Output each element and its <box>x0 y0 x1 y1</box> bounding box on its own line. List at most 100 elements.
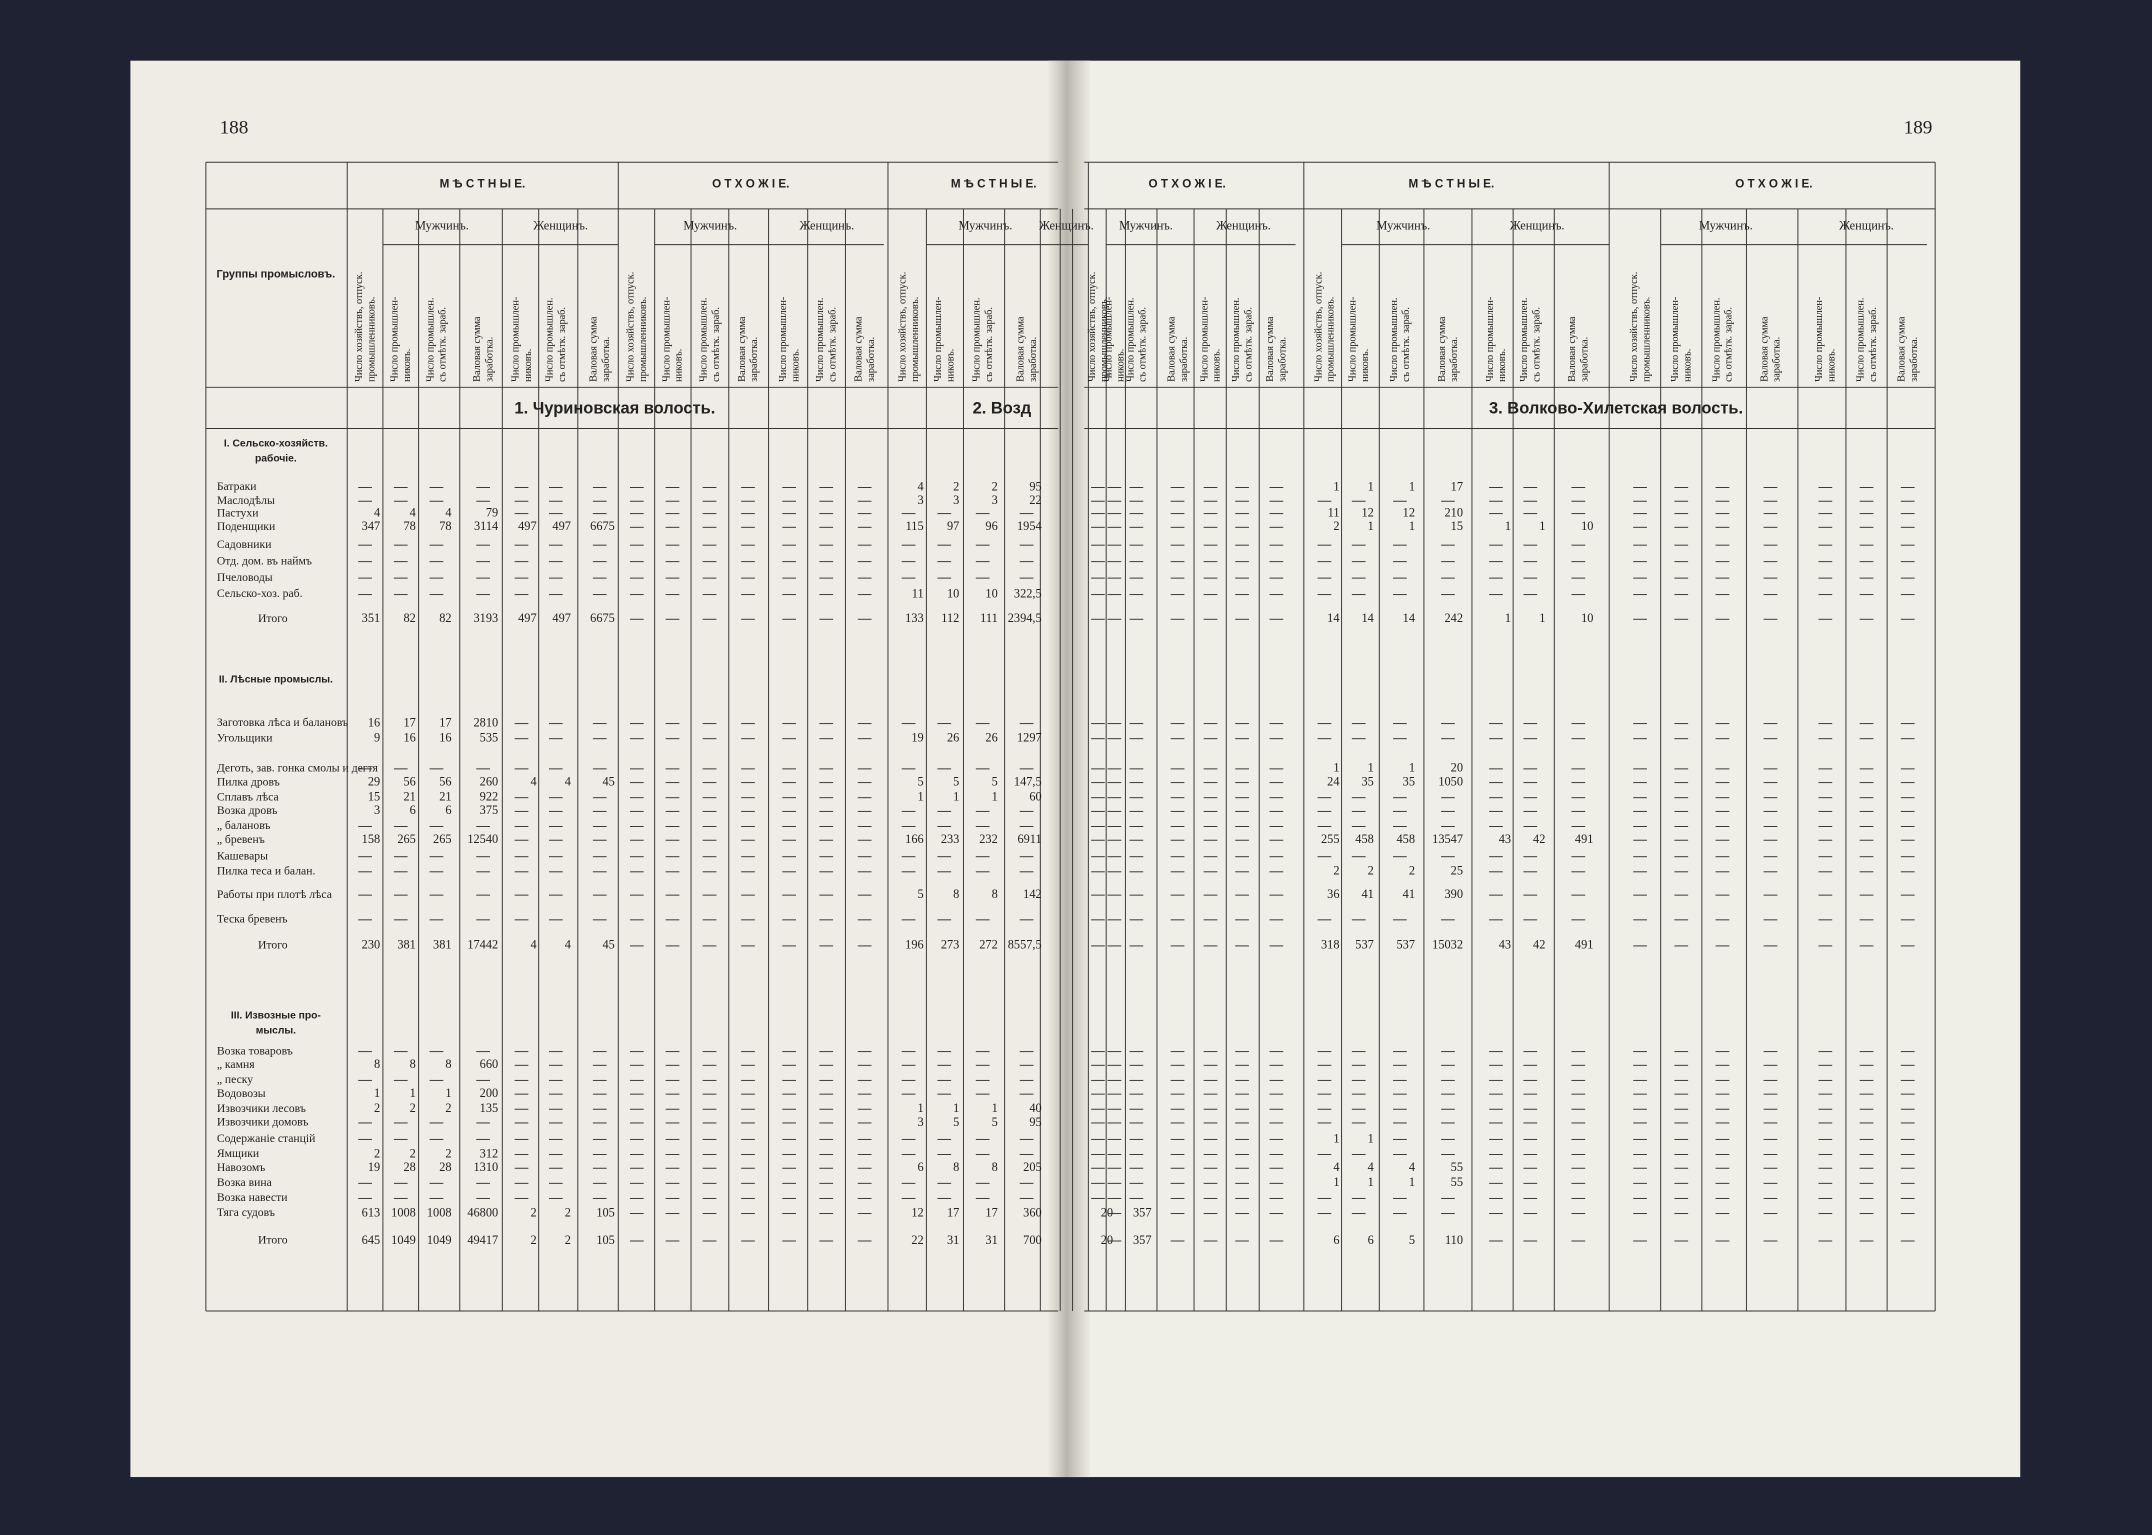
cell-value: 78 <box>439 519 451 533</box>
cell-value: 360 <box>1023 1205 1042 1219</box>
sex-header: Женщинъ. <box>1039 219 1094 233</box>
column-header: никовъ. <box>402 349 413 382</box>
row-label: Извозчики домовъ <box>217 1116 309 1129</box>
cell-value: 381 <box>397 938 416 952</box>
column-header: Число промышлен. <box>1231 298 1242 382</box>
cell-value: 8 <box>992 1160 998 1174</box>
cell-value: 31 <box>947 1233 959 1247</box>
column-header: промышленниковъ. <box>1099 297 1110 382</box>
cell-value: 196 <box>905 938 924 952</box>
cell-value: 210 <box>1445 505 1464 519</box>
cell-value: 1049 <box>427 1233 452 1247</box>
column-header: никовъ. <box>945 349 956 382</box>
cell-value: 133 <box>905 611 924 625</box>
cell-value: 6911 <box>1017 832 1041 846</box>
cell-value: 205 <box>1023 1160 1042 1174</box>
sex-header: Мужчинъ. <box>415 219 469 233</box>
cell-value: 1 <box>917 1101 923 1115</box>
cell-value: 10 <box>947 586 959 600</box>
column-header: заработка. <box>1028 337 1039 382</box>
cell-value: 3 <box>992 493 998 507</box>
cell-value: 79 <box>486 505 498 519</box>
row-label: „ камня <box>217 1058 255 1071</box>
column-header: Число промышлен. <box>815 298 826 382</box>
cell-value: 1 <box>1409 761 1415 775</box>
row-label: Угольщики <box>217 731 273 744</box>
cell-value: 1 <box>992 1101 998 1115</box>
column-header: съ отмѣтк. зараб. <box>1868 307 1879 382</box>
cell-value: 491 <box>1575 938 1594 952</box>
cell-value: 1954 <box>1017 519 1042 533</box>
cell-value: 2 <box>445 1146 451 1160</box>
cell-value: 347 <box>362 519 381 533</box>
cell-value: 700 <box>1023 1233 1042 1247</box>
column-header: Валовая сумма <box>472 316 483 382</box>
column-header: заработка. <box>484 337 495 382</box>
row-label: Кашевары <box>217 849 268 862</box>
column-header: заработка. <box>601 337 612 382</box>
column-header: съ отмѣтк. зараб. <box>1724 307 1735 382</box>
cell-value: 6 <box>445 803 451 817</box>
cell-value: 41 <box>1403 887 1415 901</box>
cell-value: 3193 <box>474 611 499 625</box>
cell-value: 1 <box>1333 761 1339 775</box>
cell-value: 135 <box>480 1101 499 1115</box>
cell-value: 4 <box>565 938 571 952</box>
cell-value: 35 <box>1361 774 1373 788</box>
group-title: М Ѣ С Т Н Ы Е. <box>951 177 1037 190</box>
cell-value: 3 <box>917 1115 923 1129</box>
fold <box>1048 60 1090 1478</box>
cell-value: 273 <box>941 938 960 952</box>
row-label: „ бревенъ <box>217 833 265 846</box>
cell-value: 16 <box>404 731 416 745</box>
total-label: Итого <box>258 939 288 952</box>
cell-value: 10 <box>1581 519 1593 533</box>
cell-value: 25 <box>1451 864 1463 878</box>
column-header: Число промышлен- <box>1485 296 1496 382</box>
column-header: промышленниковъ. <box>1326 297 1337 382</box>
cell-value: 20 <box>1101 1205 1113 1219</box>
row-label: Сплавъ лѣса <box>217 790 280 803</box>
cell-value: 537 <box>1355 938 1374 952</box>
cell-value: 5 <box>992 774 998 788</box>
column-header: Число промышлен. <box>1125 298 1136 382</box>
cell-value: 2 <box>410 1146 416 1160</box>
cell-value: 97 <box>947 519 959 533</box>
cell-value: 4 <box>530 774 536 788</box>
cell-value: 2 <box>530 1233 536 1247</box>
sex-header: Мужчинъ. <box>1699 219 1753 233</box>
cell-value: 660 <box>480 1057 499 1071</box>
cell-value: 45 <box>603 774 615 788</box>
cell-value: 1 <box>1539 611 1545 625</box>
section-title: I. Сельско-хозяйств. <box>224 438 328 449</box>
cell-value: 6675 <box>590 611 615 625</box>
cell-value: 265 <box>433 832 452 846</box>
table: М Ѣ С Т Н Ы Е. Мужчинъ. Женщинъ. Число хозя… <box>205 161 1936 1312</box>
column-header: Число промышлен. <box>425 298 436 382</box>
cell-value: 4 <box>1333 1160 1339 1174</box>
cell-value: 12540 <box>467 832 498 846</box>
row-label: Возка вина <box>217 1176 273 1189</box>
cell-value: 95 <box>1029 1115 1041 1129</box>
cell-value: 17 <box>985 1205 997 1219</box>
cell-value: 12 <box>1403 505 1415 519</box>
row-label: „ песку <box>217 1073 253 1086</box>
cell-value: 78 <box>404 519 416 533</box>
cell-value: 1 <box>917 790 923 804</box>
cell-value: 1 <box>953 1101 959 1115</box>
cell-value: 357 <box>1133 1205 1152 1219</box>
column-header: промышленниковъ. <box>1641 297 1652 382</box>
cell-value: 60 <box>1029 790 1041 804</box>
cell-value: 82 <box>404 611 416 625</box>
column-header: Число промышлен- <box>1348 296 1359 382</box>
cell-value: 2 <box>410 1101 416 1115</box>
column-header: Число хозяйствъ, отпуск. <box>1629 272 1640 382</box>
column-header: съ отмѣтк. зараб. <box>1532 307 1543 382</box>
column-header: заработка. <box>749 337 760 382</box>
cell-value: 497 <box>552 611 571 625</box>
cell-value: 1 <box>1368 761 1374 775</box>
cell-value: 351 <box>362 611 381 625</box>
sex-header: Мужчинъ. <box>1119 219 1173 233</box>
row-label: Сельско-хоз. раб. <box>217 587 303 600</box>
row-label: Маслодѣлы <box>217 494 275 507</box>
